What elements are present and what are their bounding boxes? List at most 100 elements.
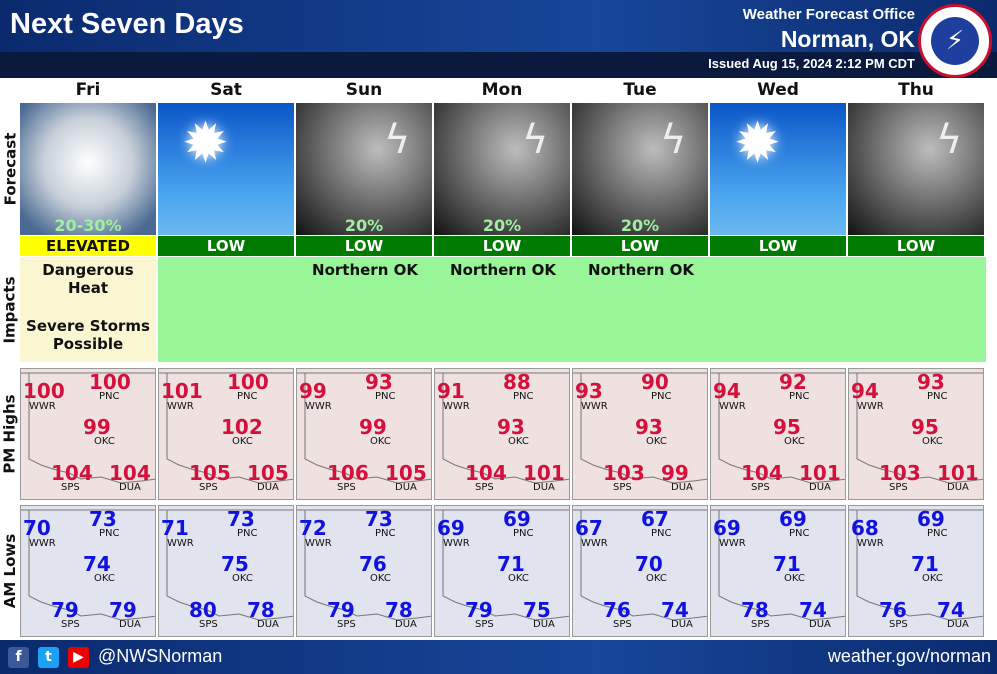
- temp-dua: 99: [661, 461, 689, 485]
- temp-pnc: 73: [227, 507, 255, 531]
- highs-map: 93 WWR 90 PNC 93 OKC 103 SPS 99 DUA: [572, 368, 708, 500]
- station-label: WWR: [443, 538, 470, 549]
- precip-chance: 20%: [344, 216, 384, 235]
- temp-wwr: 93: [575, 379, 603, 403]
- forecast-image: ϟ: [848, 103, 984, 235]
- day-name: Mon: [481, 80, 523, 100]
- station-label: PNC: [927, 391, 948, 402]
- temp-okc: 75: [221, 552, 249, 576]
- station-label: PNC: [99, 528, 120, 539]
- temp-okc: 95: [773, 415, 801, 439]
- impact-cell: [848, 257, 986, 362]
- day-name: Fri: [75, 80, 101, 100]
- youtube-icon[interactable]: ▶: [68, 647, 89, 668]
- row-label-forecast: Forecast: [0, 103, 20, 235]
- temp-pnc: 100: [89, 370, 131, 394]
- website-link[interactable]: weather.gov/norman: [827, 646, 991, 666]
- lightning-icon: ϟ: [384, 117, 411, 163]
- station-label: WWR: [305, 538, 332, 549]
- risk-level: LOW: [572, 236, 708, 256]
- lows-map: 67 WWR 67 PNC 70 OKC 76 SPS 74 DUA: [572, 505, 708, 637]
- impact-cell: Northern OK: [434, 257, 572, 362]
- station-label: PNC: [237, 528, 258, 539]
- temp-pnc: 88: [503, 370, 531, 394]
- twitter-icon[interactable]: t: [38, 647, 59, 668]
- row-label-text: Forecast: [1, 132, 20, 206]
- temp-dua: 78: [247, 598, 275, 622]
- lightning-icon: ϟ: [522, 117, 549, 163]
- forecast-image: 20-30%: [20, 103, 156, 235]
- station-label: SPS: [613, 619, 632, 630]
- temp-sps: 103: [879, 461, 921, 485]
- row-label-text: AM Lows: [1, 533, 20, 609]
- temp-pnc: 69: [917, 507, 945, 531]
- forecast-image: ϟ 20%: [434, 103, 570, 235]
- risk-level: ELEVATED: [20, 236, 156, 256]
- temp-wwr: 100: [23, 379, 65, 403]
- station-label: PNC: [789, 528, 810, 539]
- header-bar: Next Seven Days Weather Forecast Office …: [0, 0, 997, 52]
- risk-level: LOW: [848, 236, 984, 256]
- row-label-highs: PM Highs: [0, 368, 20, 500]
- station-label: DUA: [809, 482, 831, 493]
- temp-dua: 74: [937, 598, 965, 622]
- impact-text: Northern OK: [312, 261, 418, 279]
- highs-map: 91 WWR 88 PNC 93 OKC 104 SPS 101 DUA: [434, 368, 570, 500]
- temp-okc: 76: [359, 552, 387, 576]
- temp-sps: 103: [603, 461, 645, 485]
- impact-cell: Northern OK: [296, 257, 434, 362]
- station-label: OKC: [922, 436, 943, 447]
- forecast-image: ✹: [710, 103, 846, 235]
- station-label: DUA: [671, 482, 693, 493]
- temp-sps: 106: [327, 461, 369, 485]
- nws-logo: ⚡: [918, 4, 992, 78]
- station-label: SPS: [61, 619, 80, 630]
- station-label: DUA: [947, 619, 969, 630]
- station-label: WWR: [719, 538, 746, 549]
- impact-text: Severe Storms Possible: [26, 317, 150, 353]
- station-label: OKC: [370, 436, 391, 447]
- station-label: SPS: [889, 482, 908, 493]
- lightning-icon: ⚡: [931, 17, 979, 65]
- station-label: SPS: [61, 482, 80, 493]
- lightning-icon: ϟ: [936, 117, 963, 163]
- social-handle[interactable]: @NWSNorman: [98, 646, 223, 666]
- impact-cell: [158, 257, 296, 362]
- station-label: PNC: [237, 391, 258, 402]
- temp-sps: 104: [465, 461, 507, 485]
- station-label: WWR: [167, 401, 194, 412]
- temp-pnc: 69: [779, 507, 807, 531]
- station-label: OKC: [370, 573, 391, 584]
- temp-dua: 74: [799, 598, 827, 622]
- temp-okc: 99: [83, 415, 111, 439]
- station-label: OKC: [232, 573, 253, 584]
- impact-text: Dangerous Heat: [42, 261, 134, 297]
- station-label: WWR: [167, 538, 194, 549]
- station-label: DUA: [671, 619, 693, 630]
- temp-wwr: 94: [851, 379, 879, 403]
- temp-wwr: 91: [437, 379, 465, 403]
- facebook-icon[interactable]: f: [8, 647, 29, 668]
- issued-time: Issued Aug 15, 2024 2:12 PM CDT: [708, 56, 915, 71]
- header-strip: [0, 52, 997, 78]
- station-label: OKC: [94, 436, 115, 447]
- station-label: PNC: [513, 391, 534, 402]
- impact-cell: [710, 257, 848, 362]
- temp-sps: 76: [879, 598, 907, 622]
- station-label: SPS: [475, 482, 494, 493]
- highs-map: 94 WWR 93 PNC 95 OKC 103 SPS 101 DUA: [848, 368, 984, 500]
- temp-dua: 74: [661, 598, 689, 622]
- station-label: DUA: [257, 619, 279, 630]
- highs-map: 101 WWR 100 PNC 102 OKC 105 SPS 105 DUA: [158, 368, 294, 500]
- station-label: WWR: [29, 538, 56, 549]
- temp-wwr: 69: [437, 516, 465, 540]
- station-label: DUA: [809, 619, 831, 630]
- temp-wwr: 70: [23, 516, 51, 540]
- lows-map: 70 WWR 73 PNC 74 OKC 79 SPS 79 DUA: [20, 505, 156, 637]
- temp-wwr: 94: [713, 379, 741, 403]
- station-label: PNC: [927, 528, 948, 539]
- lows-map: 72 WWR 73 PNC 76 OKC 79 SPS 78 DUA: [296, 505, 432, 637]
- station-label: WWR: [857, 401, 884, 412]
- highs-map: 99 WWR 93 PNC 99 OKC 106 SPS 105 DUA: [296, 368, 432, 500]
- highs-map: 100 WWR 100 PNC 99 OKC 104 SPS 104 DUA: [20, 368, 156, 500]
